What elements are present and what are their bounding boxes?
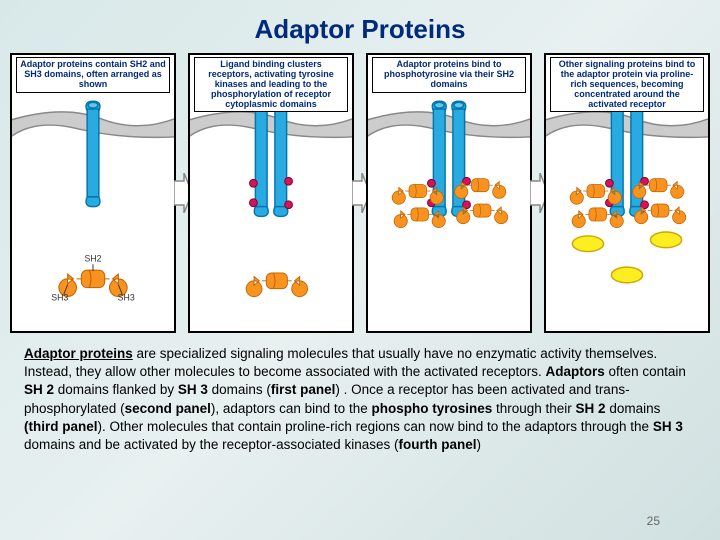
- panel-row: Adaptor proteins contain SH2 and SH3 dom…: [0, 53, 720, 333]
- panel-arrow: [176, 53, 188, 333]
- panel-arrow: [532, 53, 544, 333]
- svg-text:SH3: SH3: [118, 292, 135, 302]
- diagram-panel: Adaptor proteins contain SH2 and SH3 dom…: [10, 53, 176, 333]
- page-number: 25: [647, 514, 660, 528]
- panel-arrow: [354, 53, 366, 333]
- page-title: Adaptor Proteins: [0, 0, 720, 53]
- diagram-panel: Adaptor proteins bind to phosphotyrosine…: [366, 53, 532, 333]
- panel-caption: Other signaling proteins bind to the ada…: [550, 57, 704, 112]
- diagram-panel: Ligand binding clusters receptors, activ…: [188, 53, 354, 333]
- body-paragraph: Adaptor proteins are specialized signali…: [0, 333, 720, 454]
- panel-caption: Adaptor proteins bind to phosphotyrosine…: [372, 57, 526, 93]
- panel-caption: Adaptor proteins contain SH2 and SH3 dom…: [16, 57, 170, 93]
- panel-caption: Ligand binding clusters receptors, activ…: [194, 57, 348, 112]
- svg-text:SH2: SH2: [84, 253, 101, 263]
- diagram-panel: Other signaling proteins bind to the ada…: [544, 53, 710, 333]
- svg-text:SH3: SH3: [51, 292, 68, 302]
